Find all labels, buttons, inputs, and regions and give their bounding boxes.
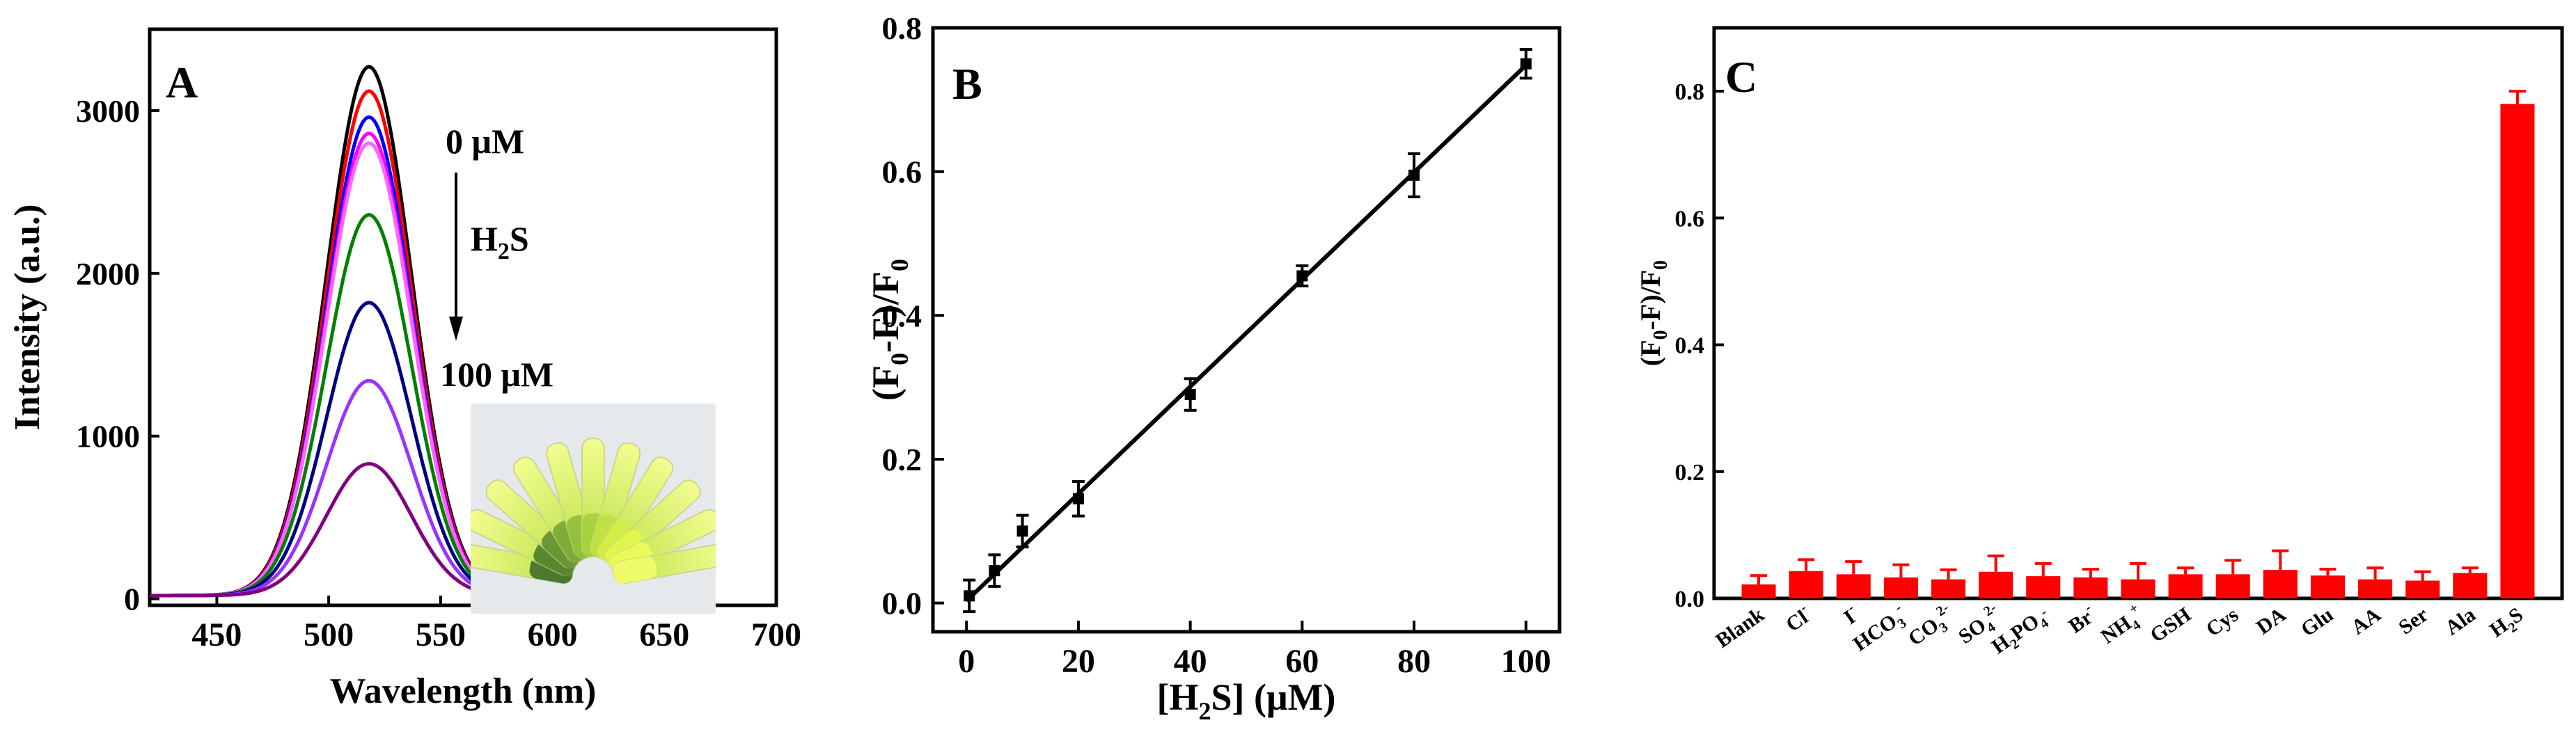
x-tick-label-500: 500	[304, 616, 354, 653]
data-point-5	[1296, 270, 1308, 282]
bar-15	[2453, 573, 2488, 598]
panel-a-frame	[148, 27, 778, 607]
panel-a-end-label: 100 μM	[440, 355, 553, 394]
y-tick-label-0.4: 0.4	[1675, 333, 1705, 359]
x-tick-label-550: 550	[416, 616, 466, 653]
panel-b-label: B	[952, 59, 982, 109]
category-label-15: Ala	[2441, 603, 2480, 640]
vials-fan	[471, 438, 716, 584]
category-label-7: Br-	[2062, 600, 2100, 638]
bar-14	[2405, 580, 2440, 598]
y-tick-label-0.6: 0.6	[1675, 206, 1705, 232]
panel-c-ticks: 0.0 0.2 0.4 0.6 0.8	[1675, 79, 1724, 612]
bar-5	[1979, 571, 2013, 598]
category-label-4: CO32-	[1902, 600, 1961, 654]
bar-16	[2500, 104, 2535, 599]
y-tick-label-0.6: 0.6	[882, 154, 922, 190]
y-tick-label-1000: 1000	[76, 419, 140, 454]
bar-4	[1931, 579, 1966, 598]
x-tick-label-0: 0	[958, 643, 975, 680]
category-label-8: NH4+	[2095, 600, 2151, 652]
vials-photo-drawing	[471, 404, 716, 614]
y-tick-label-0: 0.0	[1675, 587, 1705, 612]
category-label-14: Ser	[2394, 603, 2432, 639]
fit-line	[965, 63, 1527, 603]
x-tick-label-650: 650	[639, 616, 689, 653]
x-tick-label-700: 700	[751, 616, 801, 653]
panel-a-label: A	[166, 58, 198, 107]
bar-13	[2358, 579, 2393, 598]
y-tick-label-0.8: 0.8	[882, 10, 922, 46]
category-label-3: HCO3-	[1847, 600, 1913, 660]
y-tick-label-0.2: 0.2	[882, 442, 922, 477]
x-tick-label-600: 600	[528, 616, 578, 653]
y-tick-label-0: 0.0	[882, 586, 922, 621]
category-label-10: Cys	[2202, 603, 2243, 642]
bar-9	[2168, 574, 2203, 598]
category-label-0: Blank	[1711, 603, 1768, 653]
panel-c-label: C	[1725, 52, 1757, 102]
category-label-16: H2S	[2485, 603, 2529, 646]
panel-b-ylabel: (F0-F)/F0	[865, 259, 913, 401]
panel-b-xlabel: [H2S] (μM)	[1156, 676, 1335, 725]
bar-0	[1741, 584, 1776, 598]
panel-c-frame	[1712, 26, 2564, 600]
data-point-1	[989, 565, 1000, 577]
category-label-13: AA	[2347, 603, 2385, 639]
bar-3	[1883, 577, 1918, 598]
y-tick-label-3000: 3000	[76, 93, 140, 129]
category-label-2: I-	[1837, 600, 1863, 630]
vial-liquid-10	[613, 557, 657, 584]
vial-10	[612, 543, 716, 584]
panel-c-selectivity: Blank Cl- I-HCO3-CO32-SO42-H2PO4- Br-NH4+ GS…	[1635, 26, 2564, 660]
x-tick-label-20: 20	[1062, 643, 1095, 680]
x-tick-label-60: 60	[1285, 643, 1319, 680]
category-label-9: GSH	[2146, 603, 2195, 647]
bar-8	[2121, 579, 2155, 598]
y-tick-label-2000: 2000	[76, 256, 140, 292]
data-point-7	[1520, 58, 1532, 70]
x-tick-label-40: 40	[1174, 643, 1207, 680]
bar-12	[2310, 575, 2345, 598]
panel-a-start-label: 0 μM	[446, 122, 524, 161]
y-tick-label-0.2: 0.2	[1675, 460, 1705, 486]
panel-b-ticks: 0 20 40 60 80 100 0.0 0.2 0.4 0.6 0.8	[882, 10, 1551, 680]
data-point-2	[1016, 525, 1028, 537]
category-label-12: Glu	[2297, 603, 2338, 642]
panel-b-linear-fit: 0 20 40 60 80 100 0.0 0.2 0.4 0.6 0.8 B [H2S] (μM)…	[865, 10, 1562, 725]
panel-a-xlabel: Wavelength (nm)	[330, 671, 597, 711]
x-tick-label-450: 450	[191, 616, 242, 653]
bar-11	[2263, 570, 2298, 598]
y-tick-label-0.8: 0.8	[1675, 79, 1705, 105]
y-tick-label-0.4: 0.4	[882, 298, 922, 333]
data-point-3	[1072, 493, 1084, 504]
y-tick-label-0: 0	[124, 582, 140, 617]
x-tick-label-80: 80	[1397, 643, 1431, 680]
panel-b-plot	[963, 48, 1532, 614]
panel-c-bars: Blank Cl- I-HCO3-CO32-SO42-H2PO4- Br-NH4+ GS…	[1711, 90, 2535, 660]
panel-a-arrow-head	[449, 317, 463, 341]
bar-7	[2073, 577, 2108, 598]
category-label-11: DA	[2252, 603, 2291, 639]
bar-10	[2215, 574, 2250, 598]
bar-2	[1836, 574, 1871, 598]
data-point-4	[1184, 389, 1196, 400]
bar-1	[1789, 571, 1823, 598]
panel-c-ylabel: (F0-F)/F0	[1635, 260, 1672, 366]
panel-b-frame	[931, 26, 1562, 634]
vials-photo	[471, 404, 716, 614]
x-tick-label-100: 100	[1501, 643, 1551, 680]
data-point-0	[964, 590, 975, 602]
bar-6	[2026, 576, 2061, 598]
panel-a-analyte-label: H2S	[471, 219, 529, 264]
panel-a-ylabel: Intensity (a.u.)	[8, 204, 47, 430]
category-label-1: Cl-	[1780, 600, 1816, 637]
data-point-6	[1408, 169, 1420, 181]
